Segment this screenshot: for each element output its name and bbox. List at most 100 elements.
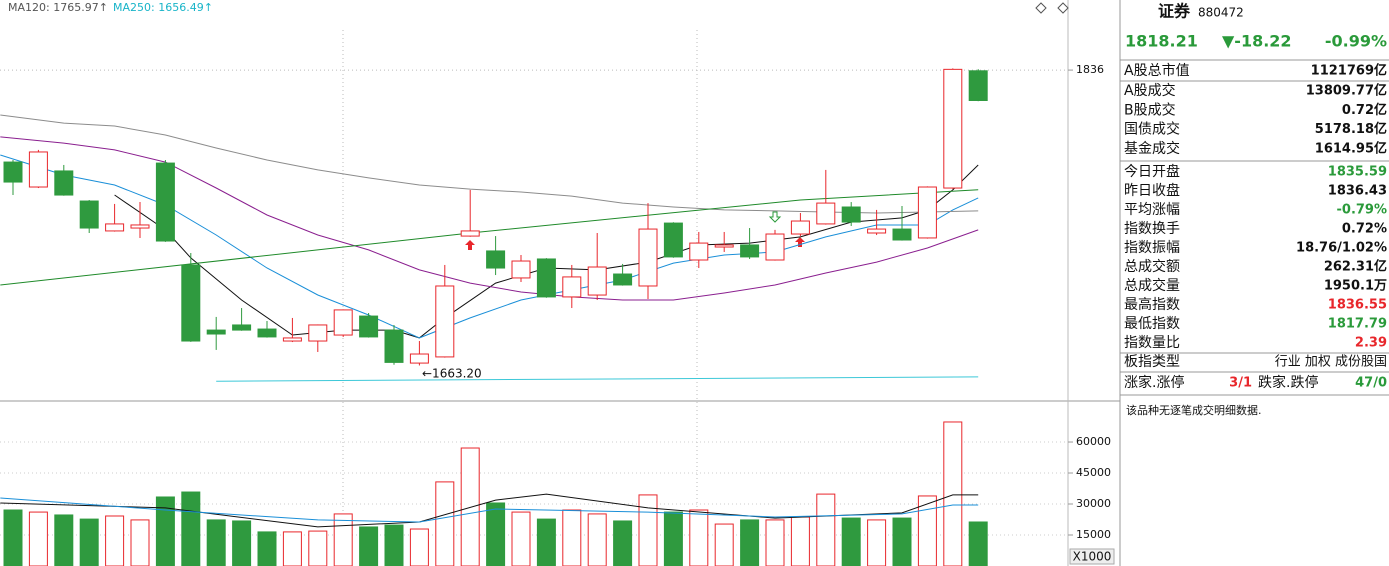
volume-bar [562,509,582,566]
volume-bar [536,518,556,566]
info-value: -0.79% [1337,203,1388,218]
candle-body [54,170,74,196]
volume-bar [968,521,988,566]
volume-bar [308,530,328,566]
low-annotation: ←1663.20 [422,367,482,381]
info-label: 平均涨幅 [1124,202,1180,218]
candle-body [409,353,429,364]
ma-line [0,497,979,523]
candle-body [968,70,988,101]
volume-bar [257,531,277,566]
info-value: 行业 加权 成份股国 [1275,354,1387,370]
volume-bar [740,519,760,566]
info-label: 基金成交 [1124,140,1180,157]
volume-bar [816,493,836,566]
info-label: 跌家.跌停 [1258,374,1318,391]
ma-label: MA120: 1765.97↑ [8,1,108,14]
info-label: 今日开盘 [1124,163,1180,180]
volume-bar [28,511,48,566]
candle-body [917,186,937,239]
info-label: 最高指数 [1124,296,1180,313]
ma-label: MA250: 1656.49↑ [113,1,213,14]
volume-bar [714,523,734,566]
ma-line [216,376,979,382]
candle-body [740,244,760,258]
info-label: B股成交 [1124,101,1176,118]
volume-bar [587,513,607,566]
volume-bar [130,519,150,566]
candle-body [333,309,353,336]
candle-body [943,68,963,189]
volume-bar [384,524,404,566]
ma-line [0,154,979,339]
volume-bar [638,494,658,566]
volume-bar [3,509,23,566]
volume-bar [511,511,531,566]
candle-body [536,258,556,298]
info-label: 指数量比 [1124,335,1180,351]
volume-bar [359,526,379,566]
volume-bar [79,518,99,566]
candle-body [105,223,125,232]
y-tick-label: 1836 [1076,63,1104,76]
volume-bar [435,481,455,566]
info-label: 板指类型 [1124,354,1180,370]
candle-body [435,285,455,358]
y-tick-label: 30000 [1076,497,1111,510]
note: 该品种无逐笔成交明细数据. [1126,403,1262,417]
info-label: 国债成交 [1124,121,1180,138]
change: ▼-18.22 [1222,32,1292,51]
info-label: 总成交额 [1124,258,1180,275]
candle-body [3,161,23,183]
candle-body [511,260,531,279]
volume-bar [841,517,861,566]
icon[interactable] [1057,2,1069,14]
down-arrow [768,211,782,223]
volume-bar [613,520,633,566]
candle-body [206,329,226,335]
unit-label: X1000 [1073,550,1112,564]
candle-body [587,266,607,296]
unit-box [1069,548,1115,565]
candle-body [384,329,404,363]
candle-body [765,233,785,261]
ma-line [0,189,979,286]
info-value: 47/0 [1355,376,1387,391]
up-arrow [465,240,475,250]
volume-bar [181,491,201,566]
info-value: 2.39 [1355,336,1387,351]
icon[interactable] [1035,2,1047,14]
info-value: 0.72% [1342,222,1387,237]
up-arrow [795,237,805,247]
candle-body [181,264,201,342]
y-tick-label: 15000 [1076,528,1111,541]
info-value: 262.31亿 [1324,259,1387,275]
info-value: 1836.43 [1328,184,1387,199]
candle-body [460,230,480,237]
candle-body [486,250,506,269]
candle-body [714,244,734,248]
info-value: 1614.95亿 [1315,140,1387,156]
candle-body [79,200,99,229]
volume-bar [105,515,125,566]
volume-bar [917,495,937,566]
candle-body [359,315,379,338]
volume-bar [892,517,912,566]
index-name: 证券 [1158,2,1191,21]
candle-body [308,324,328,342]
candle-body [282,337,302,342]
info-label: 指数振幅 [1124,240,1180,256]
candle-body [613,273,633,286]
candle-body [892,228,912,241]
info-value: 1121769亿 [1311,63,1387,79]
y-tick-label: 60000 [1076,435,1111,448]
volume-bar [232,520,252,566]
info-label: 总成交量 [1124,277,1180,294]
volume-bar [790,516,810,566]
candle-body [790,220,810,235]
y-tick-label: 45000 [1076,466,1111,479]
info-value: 1836.55 [1328,298,1387,313]
info-label: A股成交 [1124,82,1176,99]
